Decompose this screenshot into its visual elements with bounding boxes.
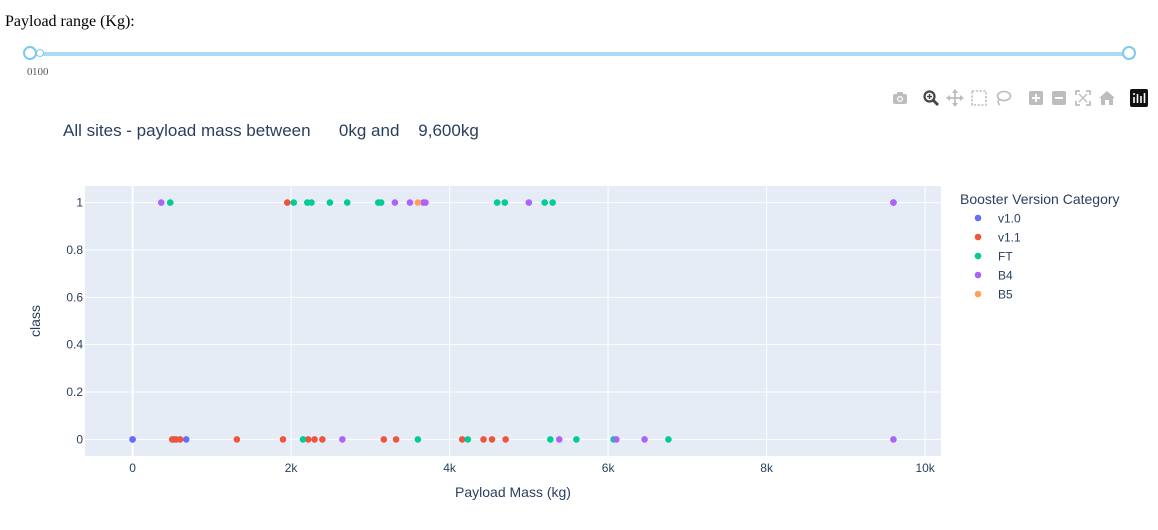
legend: v1.0 v1.1 FT B4 B5 — [974, 212, 1021, 302]
legend-marker — [974, 290, 982, 298]
data-point[interactable] — [458, 436, 466, 443]
data-point[interactable] — [573, 436, 580, 443]
data-point[interactable] — [129, 436, 136, 443]
y-tick-label: 1 — [76, 196, 83, 210]
zoom-out-icon[interactable] — [1050, 89, 1068, 107]
lasso-select-icon[interactable] — [994, 89, 1012, 107]
data-point[interactable] — [414, 199, 422, 206]
data-point[interactable] — [493, 199, 501, 206]
y-tick-label: 0 — [76, 432, 83, 446]
legend-marker — [974, 233, 982, 241]
legend-item[interactable]: v1.1 — [974, 231, 1021, 245]
scatter-chart: All sites - payload mass between 0kg and… — [27, 121, 1120, 500]
data-point[interactable] — [422, 199, 429, 206]
reset-axes-icon[interactable] — [1098, 89, 1116, 107]
data-point[interactable] — [166, 199, 174, 206]
grid-lines — [85, 186, 941, 456]
x-tick-label: 6k — [602, 461, 616, 475]
data-point[interactable] — [157, 199, 165, 206]
plotly-logo-icon[interactable] — [1130, 89, 1148, 107]
data-point[interactable] — [501, 199, 509, 206]
data-point[interactable] — [392, 436, 400, 443]
slider-mark-min: 0 — [27, 66, 33, 78]
data-point[interactable] — [549, 199, 556, 206]
data-point[interactable] — [613, 436, 620, 443]
data-point[interactable] — [547, 436, 554, 443]
data-point[interactable] — [319, 436, 326, 443]
data-point[interactable] — [380, 436, 388, 443]
camera-icon[interactable] — [891, 89, 909, 107]
legend-label: v1.1 — [998, 231, 1021, 245]
y-axis-label: class — [27, 305, 43, 337]
legend-label: B4 — [998, 269, 1013, 283]
data-point[interactable] — [480, 436, 487, 443]
slider-track[interactable] — [30, 52, 1129, 56]
y-tick-labels: 0 0.2 0.4 0.6 0.8 1 — [66, 196, 83, 447]
data-point[interactable] — [377, 199, 385, 206]
data-point[interactable] — [343, 199, 351, 206]
y-tick-label: 0.4 — [66, 338, 83, 352]
zoom-icon[interactable] — [922, 89, 940, 107]
x-tick-label: 8k — [760, 461, 774, 475]
legend-marker — [974, 271, 982, 279]
data-point[interactable] — [525, 199, 533, 206]
data-point[interactable] — [391, 199, 399, 206]
data-point[interactable] — [339, 436, 346, 443]
data-point[interactable] — [406, 199, 414, 206]
x-tick-label: 0 — [129, 461, 136, 475]
legend-label: v1.0 — [998, 212, 1021, 226]
slider-mark-dot — [36, 49, 44, 57]
data-point[interactable] — [502, 436, 509, 443]
data-point[interactable] — [283, 199, 291, 206]
slider-handle-high[interactable] — [1122, 46, 1136, 60]
data-point[interactable] — [414, 436, 422, 443]
legend-item[interactable]: FT — [974, 250, 1014, 264]
data-point[interactable] — [182, 436, 190, 443]
chart-title: All sites - payload mass between 0kg and… — [63, 121, 479, 140]
autoscale-icon[interactable] — [1074, 89, 1092, 107]
data-point[interactable] — [890, 436, 897, 443]
data-point[interactable] — [541, 199, 549, 206]
slider-label: Payload range (Kg): — [5, 13, 135, 30]
slider-handle-low[interactable] — [23, 46, 37, 60]
x-tick-label: 4k — [443, 461, 457, 475]
data-point[interactable] — [890, 199, 897, 206]
y-tick-label: 0.6 — [66, 290, 83, 304]
y-tick-label: 0.2 — [66, 385, 83, 399]
legend-item[interactable]: v1.0 — [974, 212, 1021, 226]
plot-area[interactable] — [85, 186, 941, 456]
legend-label: FT — [998, 250, 1013, 264]
data-point[interactable] — [488, 436, 496, 443]
x-tick-label: 10k — [915, 461, 935, 475]
data-point[interactable] — [665, 436, 672, 443]
x-tick-labels: 0 2k 4k 6k 8k 10k — [129, 461, 936, 475]
data-point[interactable] — [555, 436, 563, 443]
legend-item[interactable]: B4 — [974, 269, 1013, 283]
data-point[interactable] — [641, 436, 648, 443]
x-tick-label: 2k — [285, 461, 299, 475]
x-axis-label: Payload Mass (kg) — [455, 484, 571, 500]
y-tick-label: 0.8 — [66, 243, 83, 257]
legend-marker — [974, 252, 982, 260]
data-points — [129, 199, 897, 443]
data-point[interactable] — [299, 436, 307, 443]
legend-label: B5 — [998, 288, 1013, 302]
box-select-icon[interactable] — [970, 89, 988, 107]
slider-mark-max: 100 — [32, 66, 49, 78]
data-point[interactable] — [326, 199, 334, 206]
legend-marker — [974, 214, 982, 222]
legend-item[interactable]: B5 — [974, 288, 1013, 302]
legend-title: Booster Version Category — [960, 191, 1120, 207]
zoom-in-icon[interactable] — [1027, 89, 1045, 107]
data-point[interactable] — [308, 199, 315, 206]
chart-modebar — [888, 89, 1150, 107]
data-point[interactable] — [176, 436, 184, 443]
data-point[interactable] — [464, 436, 472, 443]
data-point[interactable] — [311, 436, 318, 443]
data-point[interactable] — [233, 436, 241, 443]
data-point[interactable] — [304, 436, 312, 443]
pan-icon[interactable] — [946, 89, 964, 107]
data-point[interactable] — [279, 436, 287, 443]
data-point[interactable] — [290, 199, 298, 206]
